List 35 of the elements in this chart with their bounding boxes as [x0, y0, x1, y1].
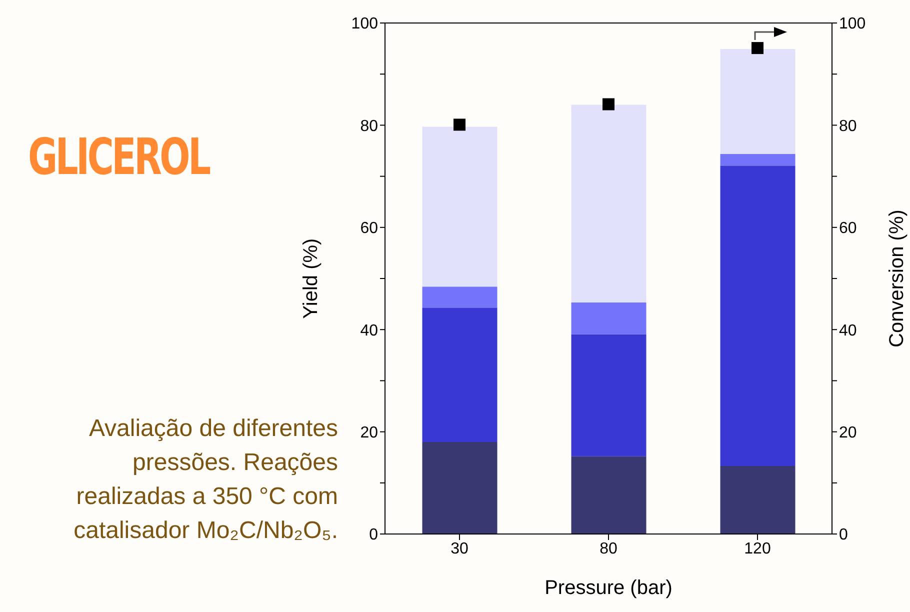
point	[752, 42, 764, 54]
bar	[571, 456, 646, 534]
bar	[571, 104, 646, 303]
x-tick-label: 30	[450, 540, 468, 558]
point	[602, 98, 614, 110]
point	[454, 118, 466, 131]
text: GLICEROL	[28, 128, 209, 186]
y-tick-label: 0	[369, 526, 378, 544]
y2-tick-label: 80	[839, 118, 857, 135]
y-tick-label: 80	[360, 118, 378, 135]
y2-axis-title: Conversion (%)	[886, 210, 908, 348]
x-tick-label: 80	[600, 540, 618, 558]
text: Avaliação de diferentes pressões. Reações realizadas a 350 °C com catalisador Mo₂C/Nb₂O₅.	[72, 414, 338, 546]
y2-tick-label: 60	[839, 220, 857, 238]
y2-tick-label: 20	[839, 424, 857, 442]
y2-tick-label: 100	[839, 16, 866, 33]
bar	[571, 334, 646, 456]
x-axis-title: Pressure (bar)	[544, 577, 672, 599]
bar	[720, 154, 796, 166]
bar	[571, 302, 646, 334]
bar	[720, 49, 796, 154]
y-tick-label: 100	[351, 16, 378, 33]
bar	[720, 166, 796, 466]
bar	[422, 286, 498, 308]
y-tick-label: 20	[360, 424, 378, 442]
bar	[720, 466, 796, 534]
y-axis-title: Yield (%)	[300, 238, 322, 319]
y2-tick-label: 0	[839, 526, 848, 544]
bar	[422, 442, 498, 534]
y-tick-label: 40	[360, 322, 378, 340]
x-tick-label: 120	[744, 540, 771, 558]
y-tick-label: 60	[360, 220, 378, 238]
y2-tick-label: 40	[839, 322, 857, 340]
bar	[422, 308, 498, 442]
bar	[422, 126, 498, 287]
